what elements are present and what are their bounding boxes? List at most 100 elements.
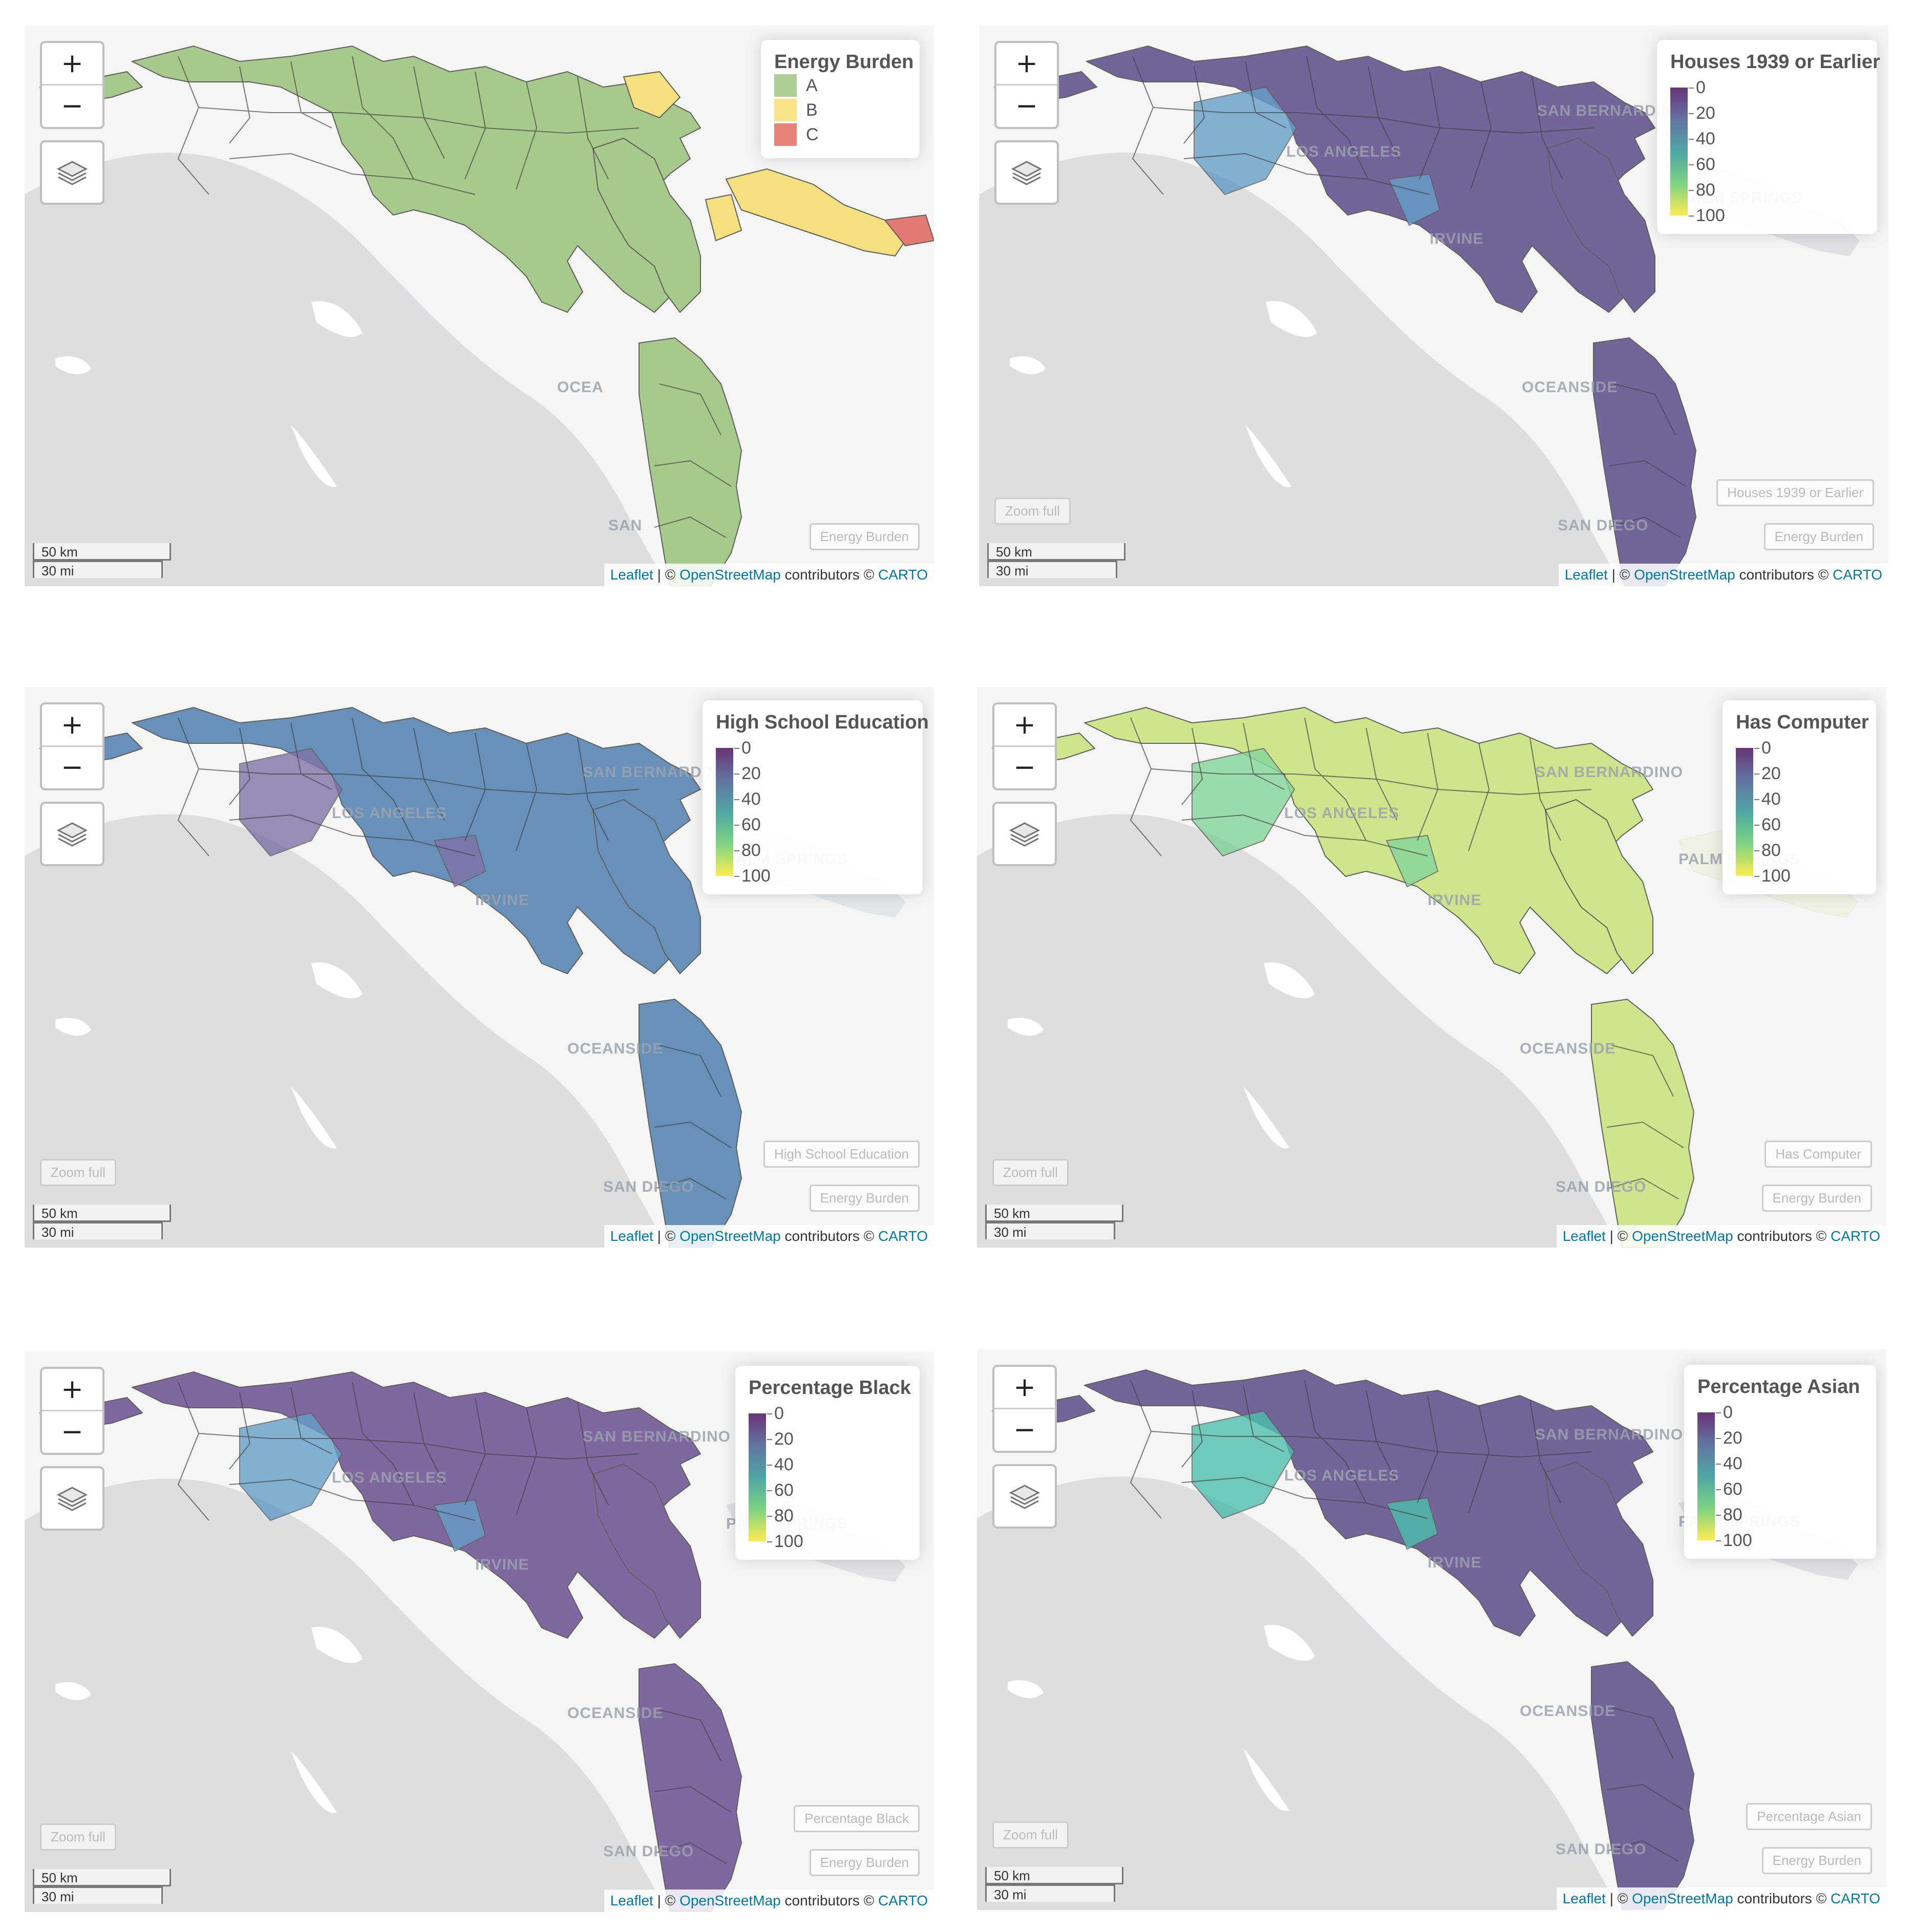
layers-button[interactable]: [40, 802, 104, 866]
layers-button[interactable]: [994, 140, 1059, 205]
zoom-out-button[interactable]: −: [61, 91, 83, 121]
map-panel-asian[interactable]: LOS ANGELES SAN BERNARDINO IRVINE OCEANSIDE…: [977, 1349, 1886, 1910]
tract-region-ie: [592, 1464, 701, 1639]
zoom-out-button[interactable]: −: [61, 752, 83, 783]
ocean-area: [977, 814, 1622, 1248]
zoom-out-button[interactable]: −: [1013, 1414, 1036, 1445]
island-isle2: [55, 356, 91, 375]
leaflet-link[interactable]: Leaflet: [1562, 1891, 1606, 1906]
scale-bar: 50 km 30 mi: [985, 1867, 1123, 1902]
scale-mi: 30 mi: [33, 561, 163, 578]
gradient-label: 100: [1723, 1531, 1752, 1550]
zoom-full-button[interactable]: Zoom full: [992, 1159, 1069, 1186]
zoom-in-button[interactable]: +: [42, 704, 102, 747]
carto-link[interactable]: CARTO: [1831, 1228, 1880, 1244]
energy-burden-toggle-button[interactable]: Energy Burden: [1761, 1847, 1872, 1874]
carto-link[interactable]: CARTO: [878, 1893, 928, 1908]
layers-button[interactable]: [40, 1466, 104, 1531]
tract-border-10: [1611, 1707, 1674, 1759]
gradient-label: 0: [741, 738, 751, 758]
zoom-full-button[interactable]: Zoom full: [992, 1821, 1069, 1849]
layer-toggle-button[interactable]: Houses 1939 or Earlier: [1716, 479, 1874, 506]
gradient-tick: [1754, 850, 1759, 851]
gradient-label: 20: [741, 764, 761, 783]
layer-toggle-button[interactable]: Has Computer: [1765, 1141, 1872, 1168]
zoom-full-button[interactable]: Zoom full: [40, 1823, 116, 1851]
city-label: IRVINE: [1428, 1554, 1482, 1571]
layers-button[interactable]: [40, 140, 104, 205]
carto-link[interactable]: CARTO: [878, 567, 928, 583]
ocean-area: [25, 814, 670, 1248]
zoom-full-button[interactable]: Zoom full: [994, 498, 1071, 525]
zoom-out-button[interactable]: −: [1015, 91, 1038, 121]
carto-link[interactable]: CARTO: [1833, 567, 1882, 583]
tract-border-12: [1608, 516, 1681, 538]
tract-border-8: [1181, 814, 1428, 856]
tract-border-9: [1151, 1431, 1592, 1458]
layers-button[interactable]: [992, 802, 1057, 866]
legend-highschool: High School Education 0 20 40 60 80 100: [703, 700, 929, 894]
map-canvas[interactable]: [25, 687, 934, 1248]
tract-highlight-2: [1388, 173, 1441, 226]
leaflet-link[interactable]: Leaflet: [610, 1228, 653, 1244]
leaflet-link[interactable]: Leaflet: [1564, 567, 1608, 583]
gradient-label: 80: [1696, 180, 1715, 200]
zoom-in-button[interactable]: +: [994, 1367, 1055, 1409]
attribution: Leaflet | © OpenStreetMap contributors ©…: [604, 564, 934, 586]
layers-button[interactable]: [992, 1464, 1057, 1529]
energy-burden-toggle-button[interactable]: Energy Burden: [809, 523, 920, 550]
energy-burden-toggle-button[interactable]: Energy Burden: [1763, 523, 1874, 550]
carto-link[interactable]: CARTO: [878, 1228, 928, 1244]
map-panel-energy[interactable]: OCEA SAN + − Energy Burden A B C Energy Burden 50…: [25, 26, 934, 586]
gradient-label: 100: [741, 866, 771, 886]
tract-border-3: [352, 717, 414, 841]
energy-burden-toggle-button[interactable]: Energy Burden: [1761, 1185, 1872, 1212]
attr-separator: | ©: [1605, 1228, 1632, 1244]
map-panel-black[interactable]: LOS ANGELES SAN BERNARDINO IRVINE OCEANSIDE…: [25, 1351, 934, 1912]
zoom-in-button[interactable]: +: [994, 704, 1055, 747]
gradient-tick: [1716, 1464, 1721, 1465]
leaflet-link[interactable]: Leaflet: [610, 1893, 653, 1908]
attr-contributors: contributors ©: [780, 567, 878, 583]
city-label: OCEANSIDE: [1520, 1703, 1616, 1720]
map-panel-houses[interactable]: LOS ANGELES SAN BERNARDINO IRVINE OCEANSIDE…: [979, 26, 1888, 586]
tract-border-11: [654, 1121, 732, 1148]
zoom-full-button[interactable]: Zoom full: [40, 1159, 116, 1186]
map-panel-computer[interactable]: LOS ANGELES SAN BERNARDINO IRVINE OCEANSIDE…: [977, 687, 1886, 1248]
tract-border-9: [1153, 107, 1594, 134]
layer-toggle-button[interactable]: Percentage Black: [794, 1805, 920, 1832]
zoom-in-button[interactable]: +: [42, 43, 102, 85]
osm-link[interactable]: OpenStreetMap: [679, 1228, 781, 1244]
layer-toggle-button[interactable]: High School Education: [763, 1141, 920, 1168]
tract-border-8: [229, 1478, 476, 1521]
tract-border-9: [198, 107, 640, 134]
zoom-in-button[interactable]: +: [42, 1369, 102, 1411]
leaflet-link[interactable]: Leaflet: [1562, 1228, 1606, 1244]
tract-border-7: [577, 1402, 609, 1506]
zoom-out-button[interactable]: −: [61, 1416, 83, 1447]
city-label: IRVINE: [1428, 892, 1482, 909]
legend-title: Energy Burden: [774, 51, 914, 73]
carto-link[interactable]: CARTO: [1831, 1891, 1880, 1906]
layer-toggle-button[interactable]: Percentage Asian: [1746, 1803, 1872, 1830]
gradient-tick: [1716, 1438, 1721, 1439]
gradient-label: 40: [1696, 129, 1715, 148]
tract-border-10: [659, 1045, 721, 1097]
energy-burden-toggle-button[interactable]: Energy Burden: [809, 1185, 920, 1212]
gradient-tick: [734, 825, 739, 826]
map-canvas[interactable]: [977, 1349, 1886, 1910]
osm-link[interactable]: OpenStreetMap: [1632, 1228, 1733, 1244]
ocean-area: [25, 153, 670, 586]
zoom-in-button[interactable]: +: [996, 43, 1057, 85]
leaflet-link[interactable]: Leaflet: [610, 567, 653, 583]
tract-region-la: [1084, 707, 1653, 974]
osm-link[interactable]: OpenStreetMap: [1632, 1891, 1733, 1906]
gradient-label: 60: [1723, 1479, 1742, 1499]
island-isle1: [1264, 962, 1315, 999]
map-panel-highschool[interactable]: LOS ANGELES SAN BERNARDINO IRVINE OCEANSIDE…: [25, 687, 934, 1248]
osm-link[interactable]: OpenStreetMap: [1634, 567, 1735, 583]
osm-link[interactable]: OpenStreetMap: [679, 1893, 781, 1908]
osm-link[interactable]: OpenStreetMap: [679, 567, 781, 583]
energy-burden-toggle-button[interactable]: Energy Burden: [809, 1849, 920, 1876]
zoom-out-button[interactable]: −: [1013, 752, 1036, 783]
